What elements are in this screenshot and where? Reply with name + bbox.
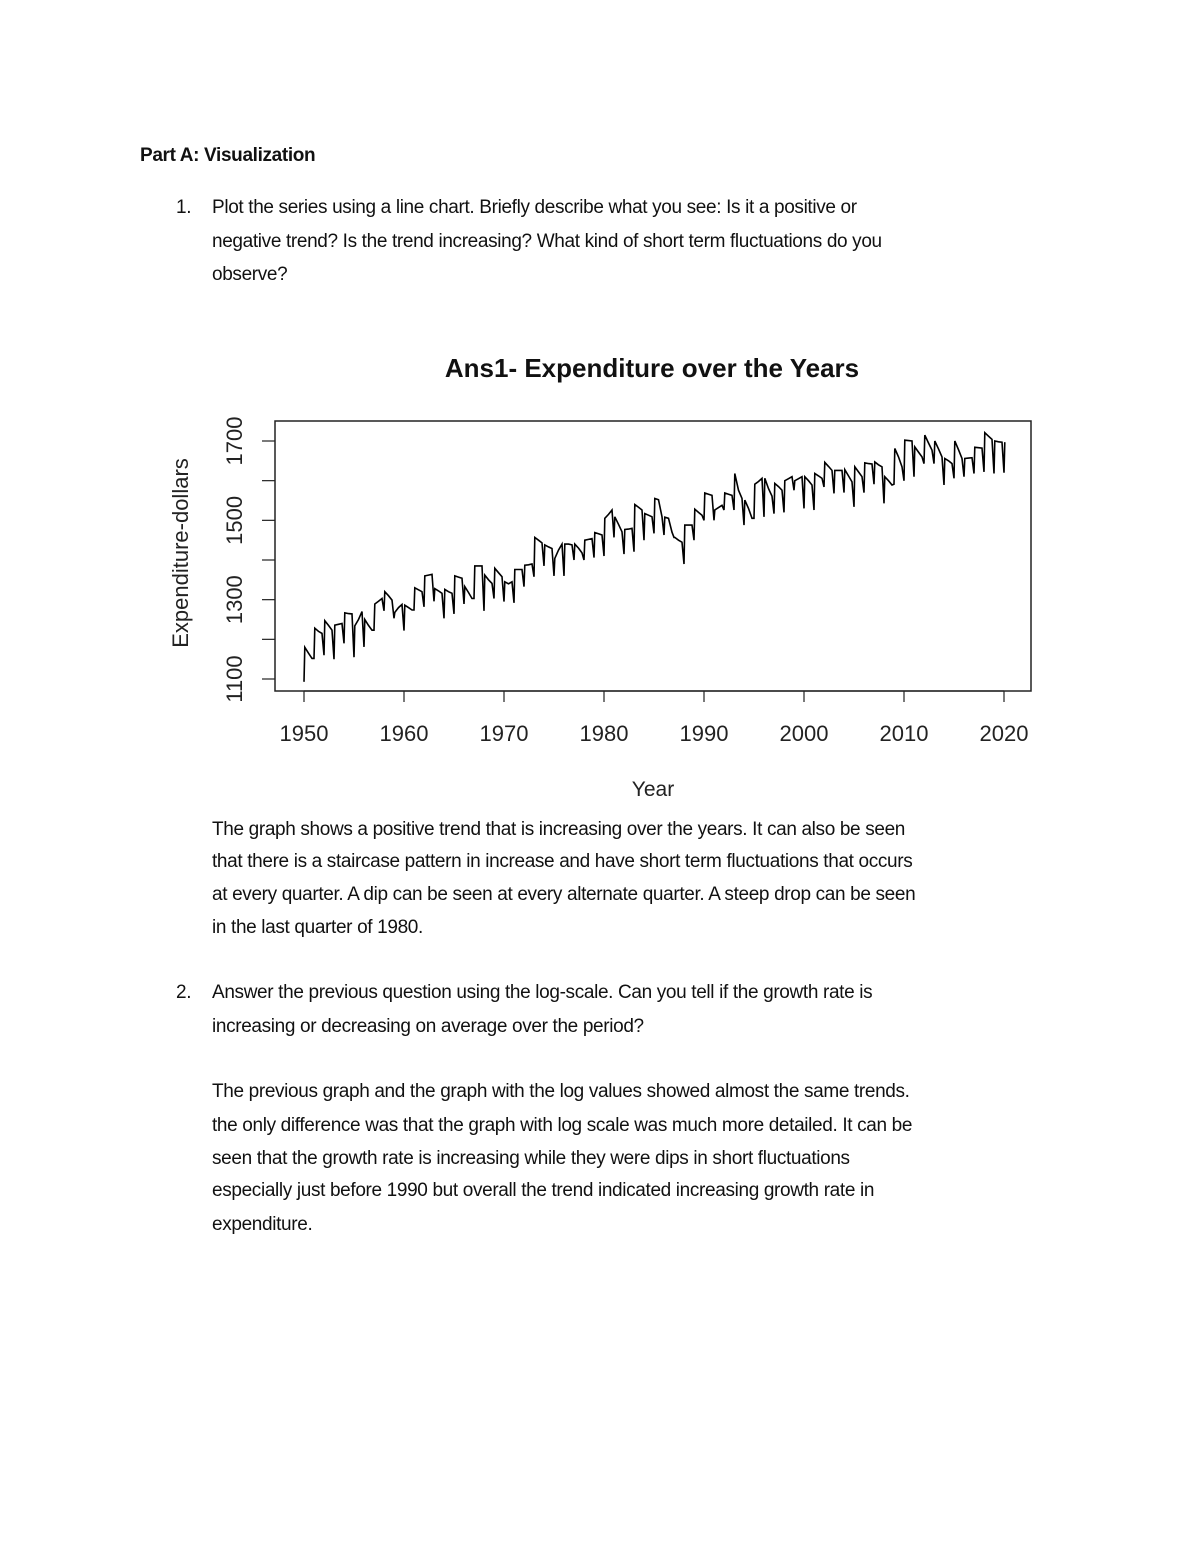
x-axis-label: Year (632, 778, 674, 801)
y-tick-label: 1500 (222, 496, 247, 545)
y-tick-label: 1100 (222, 655, 247, 702)
x-tick-label: 1970 (480, 721, 529, 746)
x-tick-label: 1950 (280, 721, 329, 746)
expenditure-series-line (303, 430, 1006, 682)
x-tick-label: 2020 (980, 721, 1029, 746)
y-axis-label: Expenditure-dollars (168, 458, 193, 648)
chart-title: Ans1- Expenditure over the Years (445, 353, 859, 383)
x-tick-label: 1980 (580, 721, 629, 746)
answer-line: The graph shows a positive trend that is… (212, 819, 906, 840)
question-line: Answer the previous question using the l… (212, 982, 873, 1003)
answer-line: that there is a staircase pattern in inc… (212, 851, 913, 872)
expenditure-line-chart: Ans1- Expenditure over the Years Expendi… (168, 353, 1032, 801)
answer-line: the only difference was that the graph w… (212, 1115, 913, 1136)
question-line: observe? (212, 264, 288, 285)
answer-line: expenditure. (212, 1214, 313, 1235)
x-tick-label: 1990 (680, 721, 729, 746)
x-tick-label: 2010 (880, 721, 929, 746)
x-tick-label: 1960 (380, 721, 429, 746)
x-tick-label: 2000 (780, 721, 829, 746)
section-heading: Part A: Visualization (140, 145, 316, 166)
answer-line: especially just before 1990 but overall … (212, 1180, 875, 1201)
y-tick-label: 1300 (222, 575, 247, 624)
answer-line: The previous graph and the graph with th… (212, 1081, 910, 1102)
answer-line: in the last quarter of 1980. (212, 917, 423, 938)
question-line: negative trend? Is the trend increasing?… (212, 231, 882, 252)
y-tick-label: 1700 (222, 417, 247, 466)
question-number: 1. (176, 197, 192, 218)
answer-line: seen that the growth rate is increasing … (212, 1148, 850, 1169)
question-number: 2. (176, 982, 192, 1003)
plot-frame (274, 420, 1032, 692)
question-line: Plot the series using a line chart. Brie… (212, 197, 857, 218)
question-line: increasing or decreasing on average over… (212, 1016, 644, 1037)
answer-line: at every quarter. A dip can be seen at e… (212, 884, 916, 905)
